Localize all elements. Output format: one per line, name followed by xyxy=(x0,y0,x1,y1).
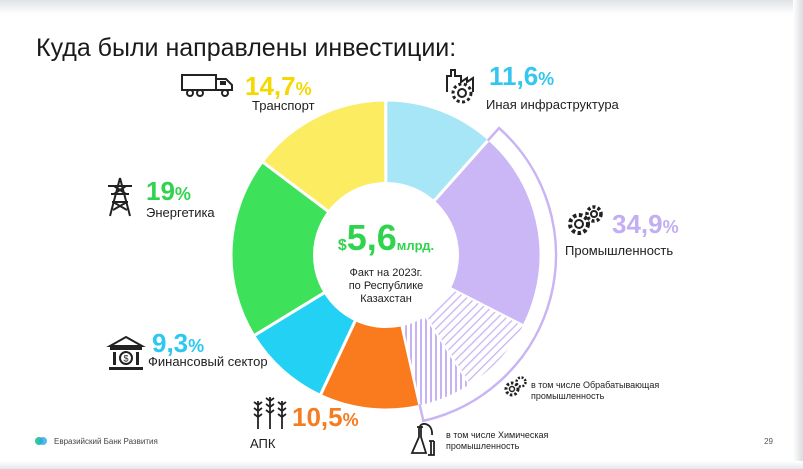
finance-percent-value: 9,3 xyxy=(152,328,189,358)
transport-label: Транспорт xyxy=(252,98,315,113)
manufacturing-note: в том числе Обрабатывающая промышленност… xyxy=(531,380,660,401)
transport-percent-sign: % xyxy=(295,79,312,99)
truck-icon xyxy=(180,72,236,103)
finance-percent: 9,3% xyxy=(152,330,204,359)
chemical-note: в том числе Химическая промышленность xyxy=(446,430,549,451)
center-unit: млрд. xyxy=(396,238,435,253)
manufacturing-gears-icon xyxy=(504,376,528,403)
infrastructure-label: Иная инфраструктура xyxy=(486,97,619,112)
gears-icon xyxy=(566,204,606,243)
lab-flask-icon xyxy=(407,423,443,464)
energy-label: Энергетика xyxy=(146,205,215,220)
center-total-amount: $5,6млрд. xyxy=(318,220,454,264)
slice-6 xyxy=(229,159,389,338)
industry-bracket-outline xyxy=(418,126,558,423)
agro-percent-value: 10,5 xyxy=(292,402,343,432)
wheat-icon xyxy=(250,393,290,436)
agro-percent: 10,5% xyxy=(292,404,359,433)
window-edge-top xyxy=(0,0,803,14)
industry-percent-value: 34,9 xyxy=(612,209,663,239)
agro-label: АПК xyxy=(250,436,276,451)
center-amount-value: 5,6 xyxy=(346,217,397,258)
infrastructure-percent: 11,6% xyxy=(489,63,554,92)
center-currency: $ xyxy=(337,237,347,254)
energy-percent: 19% xyxy=(146,178,191,207)
bank-logo-icon xyxy=(35,437,47,445)
infrastructure-percent-sign: % xyxy=(538,69,555,89)
page-number: 29 xyxy=(764,437,773,446)
energy-percent-sign: % xyxy=(174,184,191,204)
factory-gear-icon xyxy=(441,62,483,109)
finance-label: Финансовый сектор xyxy=(148,354,268,369)
svg-text:$: $ xyxy=(123,354,128,364)
infrastructure-percent-value: 11,6 xyxy=(489,61,539,91)
window-edge-right xyxy=(793,0,803,469)
finance-percent-sign: % xyxy=(188,336,205,356)
industry-percent: 34,9% xyxy=(612,211,679,240)
energy-percent-value: 19 xyxy=(146,176,175,206)
slide-title: Куда были направлены инвестиции: xyxy=(36,34,457,62)
transport-percent-value: 14,7 xyxy=(245,71,296,101)
bank-icon: $ xyxy=(106,334,146,377)
center-note: Факт на 2023г. по Республике Казахстан xyxy=(348,267,424,305)
industry-percent-sign: % xyxy=(662,217,679,237)
window-edge-bottom xyxy=(0,461,803,469)
agro-percent-sign: % xyxy=(342,410,359,430)
industry-label: Промышленность xyxy=(565,243,674,258)
transport-percent: 14,7% xyxy=(245,73,312,102)
footer-logo: Евразийский Банк Развития xyxy=(34,434,158,448)
donut-center-hole xyxy=(313,182,459,328)
footer-logo-text: Евразийский Банк Развития xyxy=(54,436,158,446)
slice-4 xyxy=(318,250,422,412)
power-tower-icon xyxy=(104,176,136,223)
